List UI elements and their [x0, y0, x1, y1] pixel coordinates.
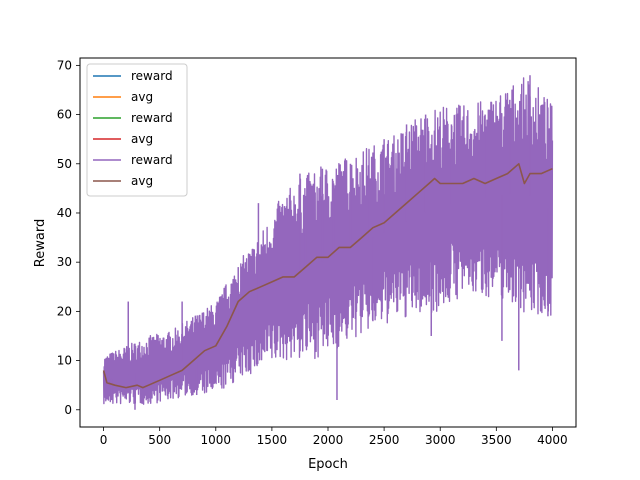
y-tick-label: 70: [57, 58, 72, 72]
y-tick-label: 30: [57, 255, 72, 269]
x-tick-label: 3000: [425, 433, 456, 447]
y-tick-label: 20: [57, 304, 72, 318]
legend-label: reward: [131, 153, 173, 167]
legend: reward avg reward avg reward avg: [86, 63, 188, 197]
x-tick-label: 2000: [313, 433, 344, 447]
series-avg-line: [102, 163, 553, 389]
x-tick-label: 0: [100, 433, 108, 447]
legend-label: avg: [131, 174, 153, 188]
x-tick-label: 500: [148, 433, 171, 447]
legend-label: reward: [131, 111, 173, 125]
y-tick-label: 40: [57, 206, 72, 220]
y-tick-label: 50: [57, 157, 72, 171]
y-tick-label: 60: [57, 108, 72, 122]
x-tick-label: 1500: [257, 433, 288, 447]
y-axis: 0 10 20 30 40 50 60 70: [57, 58, 80, 417]
y-axis-label: Reward: [33, 219, 48, 267]
x-tick-label: 2500: [369, 433, 400, 447]
series-reward-line: [102, 77, 554, 405]
x-axis-label: Epoch: [308, 457, 348, 472]
legend-label: reward: [131, 69, 173, 83]
x-axis: 0 500 1000 1500 2000 2500 3000 3500 4000: [100, 427, 568, 447]
y-tick-label: 0: [64, 403, 72, 417]
x-tick-label: 1000: [201, 433, 232, 447]
legend-label: avg: [131, 90, 153, 104]
plot-data-layer: [102, 75, 554, 410]
x-tick-label: 3500: [481, 433, 512, 447]
x-tick-label: 4000: [537, 433, 568, 447]
y-tick-label: 10: [57, 354, 72, 368]
legend-label: avg: [131, 132, 153, 146]
